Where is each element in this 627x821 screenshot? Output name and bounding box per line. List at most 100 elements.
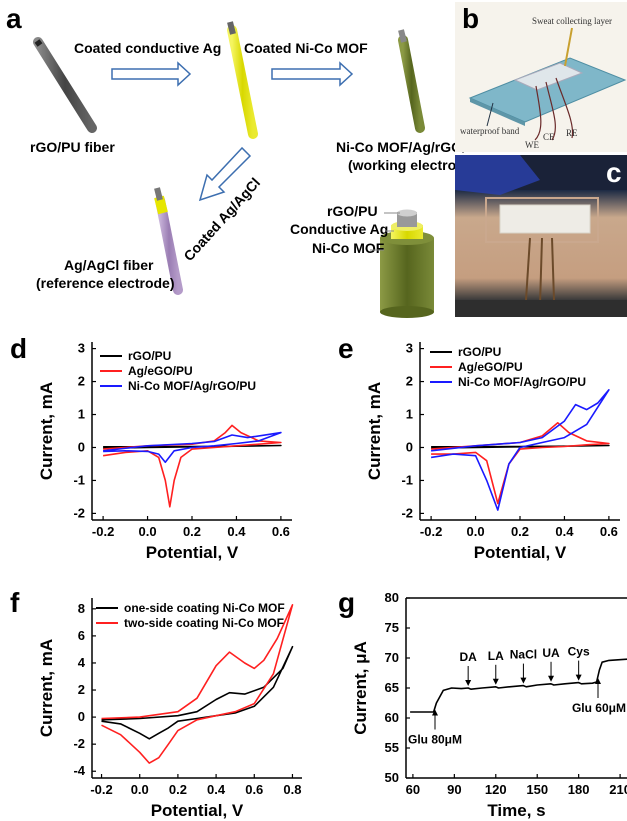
panel-f-cv-chart: f -0.2 0.0 0.2 0.4 0.6 0.8 -4 -2 0 2 4 6 8 Potential,… xyxy=(10,587,302,820)
coated-ag-label: Coated conductive Ag xyxy=(74,40,221,56)
x-axis-label: Time, s xyxy=(487,801,545,820)
y-tick-label: 0 xyxy=(406,439,413,454)
re-label: RE xyxy=(566,128,578,138)
y-tick-label: 70 xyxy=(385,650,399,665)
legend-entry: Ni-Co MOF/Ag/rGO/PU xyxy=(128,379,256,393)
y-tick-label: 50 xyxy=(385,770,399,785)
y-tick-label: -1 xyxy=(73,472,85,487)
layer-rgo-label: rGO/PU xyxy=(327,203,378,219)
coated-nico-label: Coated Ni-Co MOF xyxy=(244,40,368,56)
y-tick-label: -2 xyxy=(401,505,413,520)
y-tick-label: 1 xyxy=(78,407,85,422)
panel-label-g: g xyxy=(338,587,355,618)
layer-nico-label: Ni-Co MOF xyxy=(312,240,385,256)
legend-entry: rGO/PU xyxy=(128,349,171,363)
annotation-label: Glu 60μM xyxy=(572,701,626,715)
fiber-cross-section xyxy=(380,209,434,318)
y-tick-label: 0 xyxy=(78,709,85,724)
reference-electrode-line2: (reference electrode) xyxy=(36,275,175,291)
y-tick-label: 2 xyxy=(406,374,413,389)
y-tick-label: -2 xyxy=(73,736,85,751)
series-line-2 xyxy=(102,424,282,508)
y-axis-label: Current, mA xyxy=(37,382,56,480)
y-tick-label: -1 xyxy=(401,472,413,487)
y-tick-label: 75 xyxy=(385,620,399,635)
annotation-label: Cys xyxy=(568,645,590,659)
x-tick-label: 0.4 xyxy=(555,524,574,539)
x-tick-label: 0.2 xyxy=(169,782,187,797)
y-tick-label: -4 xyxy=(73,763,85,778)
x-tick-label: 0.4 xyxy=(227,524,246,539)
y-tick-label: 3 xyxy=(78,341,85,356)
x-tick-label: -0.2 xyxy=(420,524,442,539)
x-tick-label: 0.0 xyxy=(467,524,485,539)
annotation-label: UA xyxy=(542,646,560,660)
y-tick-label: 8 xyxy=(78,601,85,616)
x-tick-label: 0.6 xyxy=(245,782,263,797)
reference-electrode-line1: Ag/AgCl fiber xyxy=(64,257,154,273)
coated-agcl-label: Coated Ag/AgCl xyxy=(180,174,263,264)
x-axis-label: Potential, V xyxy=(151,801,244,820)
y-tick-label: 6 xyxy=(78,628,85,643)
x-tick-label: 0.6 xyxy=(600,524,618,539)
annotation-arrowhead xyxy=(548,675,555,682)
x-tick-label: -0.2 xyxy=(90,782,112,797)
annotation-arrowhead xyxy=(465,680,472,686)
x-tick-label: 0.0 xyxy=(131,782,149,797)
annotation-arrowhead xyxy=(432,709,439,716)
x-tick-label: 0.2 xyxy=(183,524,201,539)
rgo-pu-fiber-label: rGO/PU fiber xyxy=(30,139,115,155)
x-tick-label: -0.2 xyxy=(92,524,114,539)
ag-fiber-drawing xyxy=(227,21,258,139)
annotation-label: NaCl xyxy=(510,648,537,662)
panel-e-cv-chart: e -0.2 0.0 0.2 0.4 0.6 -2 -1 0 1 2 3 Potential, V Cu… xyxy=(338,333,620,562)
panel-label-c: c xyxy=(606,157,622,188)
x-axis-label: Potential, V xyxy=(146,543,239,562)
series-line-1 xyxy=(101,645,294,740)
x-tick-label: 0.0 xyxy=(139,524,157,539)
y-tick-label: -2 xyxy=(73,505,85,520)
y-tick-label: 3 xyxy=(406,341,413,356)
y-tick-label: 0 xyxy=(78,439,85,454)
x-tick-label: 0.6 xyxy=(272,524,290,539)
y-tick-label: 65 xyxy=(385,680,399,695)
waterproof-band-label: waterproof band xyxy=(460,126,520,136)
series-line-3 xyxy=(430,388,610,511)
panel-label-a: a xyxy=(6,3,22,34)
y-axis-label: Current, mA xyxy=(37,639,56,737)
x-tick-label: 0.4 xyxy=(207,782,226,797)
series-line-2 xyxy=(101,603,294,764)
legend-entry: Ni-Co MOF/Ag/rGO/PU xyxy=(458,375,586,389)
panel-g-amperometry-chart: g 60 90 120 150 180 210 50 55 60 65 70 75 80 Time, s C… xyxy=(338,587,627,820)
y-axis-label: Current, mA xyxy=(365,382,384,480)
x-tick-label: 210 xyxy=(609,782,627,797)
series-line-3 xyxy=(103,431,282,464)
panel-b-device: b Sweat collecting layer waterproof band… xyxy=(455,2,627,152)
y-tick-label: 60 xyxy=(385,710,399,725)
y-tick-label: 2 xyxy=(78,682,85,697)
y-tick-label: 2 xyxy=(78,374,85,389)
x-tick-label: 0.2 xyxy=(511,524,529,539)
legend-entry: one-side coating Ni-Co MOF xyxy=(124,601,285,615)
panel-label-d: d xyxy=(10,333,27,364)
x-tick-label: 0.8 xyxy=(283,782,301,797)
annotation-arrowhead xyxy=(492,678,499,685)
legend-entry: two-side coating Ni-Co MOF xyxy=(124,616,284,630)
annotation-arrowhead xyxy=(575,674,582,681)
panel-label-e: e xyxy=(338,333,354,364)
series-line-1 xyxy=(431,444,610,449)
arrow-coat-agcl xyxy=(198,146,252,202)
x-axis-label: Potential, V xyxy=(474,543,567,562)
panel-label-f: f xyxy=(10,587,20,618)
x-tick-label: 150 xyxy=(526,782,548,797)
ce-label: CE xyxy=(543,132,555,142)
arrow-coat-nico xyxy=(271,61,354,87)
panel-c-photo: c xyxy=(455,155,627,317)
sweat-layer-label: Sweat collecting layer xyxy=(532,16,612,26)
nico-fiber-drawing xyxy=(398,29,425,133)
panel-d-cv-chart: d -0.2 0.0 0.2 0.4 0.6 -2 -1 0 1 2 3 Potential, V Cu… xyxy=(10,333,292,562)
rgo-pu-fiber-drawing xyxy=(33,37,97,133)
series-line-2 xyxy=(431,421,610,505)
annotation-label: Glu 80μM xyxy=(408,733,462,747)
